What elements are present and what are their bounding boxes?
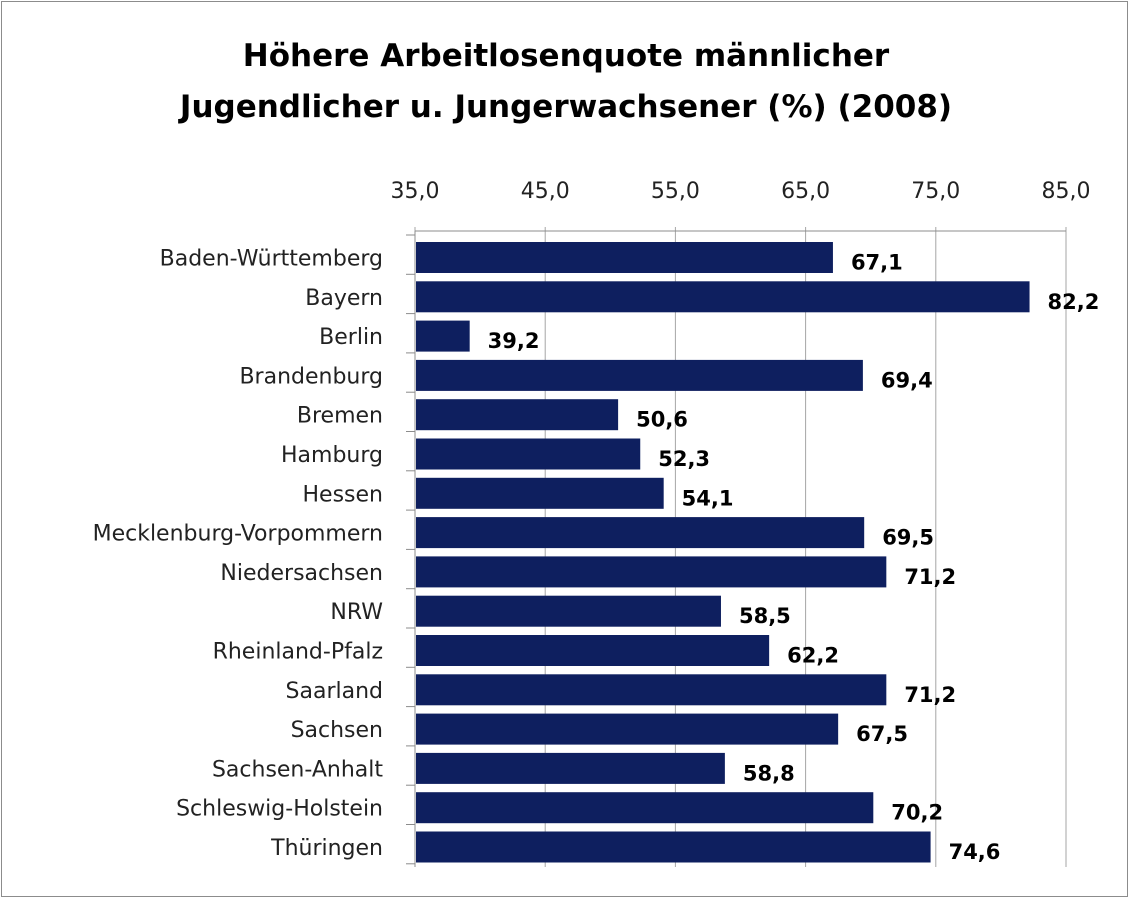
bar — [416, 359, 863, 391]
bar — [416, 242, 833, 273]
bar — [416, 831, 931, 863]
category-label: Baden-Württemberg — [160, 247, 383, 272]
bar — [416, 517, 865, 549]
data-label: 67,1 — [851, 251, 903, 275]
bar — [416, 556, 887, 588]
category-label: Hamburg — [281, 443, 383, 468]
tick-label: 45,0 — [521, 179, 570, 204]
bar — [416, 281, 1030, 313]
bar — [416, 713, 839, 745]
category-label: Saarland — [286, 679, 383, 704]
bar — [416, 438, 641, 470]
category-label: Sachsen — [291, 718, 383, 743]
tick-label: 85,0 — [1042, 179, 1091, 204]
category-label: Schleswig-Holstein — [176, 797, 383, 822]
category-label: NRW — [330, 600, 383, 625]
chart-title-line-2: Jugendlicher u. Jungerwachsener (%) (200… — [178, 89, 952, 125]
category-label: Bayern — [305, 286, 383, 311]
category-label: Mecklenburg-Vorpommern — [93, 522, 383, 547]
bar — [416, 320, 470, 352]
data-label: 52,3 — [658, 447, 710, 471]
bar — [416, 595, 721, 627]
category-label: Thüringen — [270, 836, 383, 861]
data-label: 67,5 — [856, 722, 908, 746]
data-label: 50,6 — [636, 408, 688, 432]
bar — [416, 477, 664, 509]
data-label: 71,2 — [904, 565, 956, 589]
data-label: 70,2 — [891, 801, 943, 825]
category-label: Bremen — [297, 404, 383, 429]
data-label: 58,8 — [743, 761, 795, 785]
data-label: 58,5 — [739, 604, 791, 628]
bar — [416, 752, 725, 784]
tick-label: 65,0 — [781, 179, 830, 204]
tick-label: 55,0 — [651, 179, 700, 204]
category-label: Hessen — [303, 482, 383, 507]
category-label: Rheinland-Pfalz — [213, 640, 383, 665]
chart-title-line-1: Höhere Arbeitlosenquote männlicher — [243, 38, 890, 74]
data-label: 69,4 — [881, 368, 933, 392]
data-label: 71,2 — [904, 683, 956, 707]
data-label: 39,2 — [488, 329, 540, 353]
category-label: Berlin — [319, 325, 383, 350]
bar — [416, 399, 619, 431]
data-label: 62,2 — [787, 644, 839, 668]
category-label: Niedersachsen — [220, 561, 383, 586]
tick-label: 35,0 — [391, 179, 440, 204]
category-label: Brandenburg — [239, 364, 383, 389]
bar — [416, 635, 770, 666]
data-label: 54,1 — [682, 486, 734, 510]
bar — [416, 674, 887, 706]
data-label: 69,5 — [882, 526, 934, 550]
data-label: 74,6 — [949, 840, 1001, 864]
data-label: 82,2 — [1048, 290, 1100, 314]
bar — [416, 792, 874, 824]
category-label: Sachsen-Anhalt — [212, 757, 383, 782]
tick-label: 75,0 — [911, 179, 960, 204]
